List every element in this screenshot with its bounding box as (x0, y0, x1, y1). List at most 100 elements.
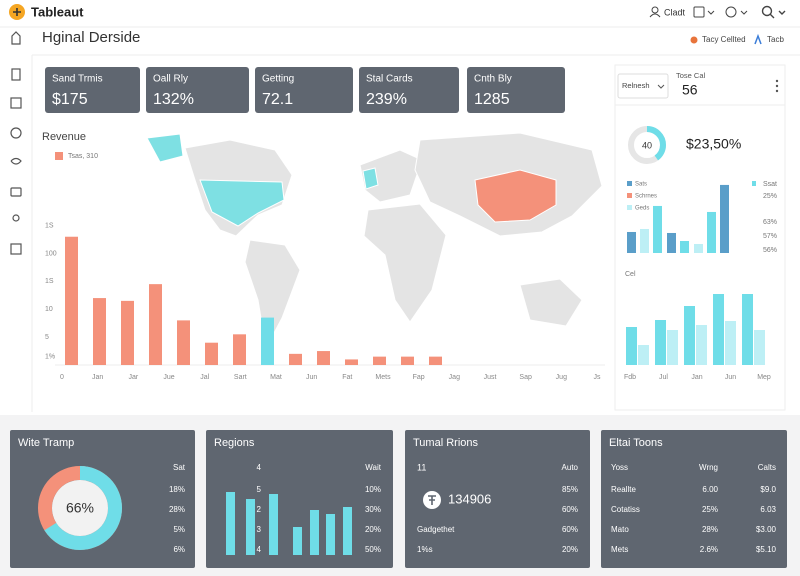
stat-label: Tose Cal (676, 71, 706, 80)
row-label: 1%s (417, 545, 433, 554)
nav-user[interactable] (12, 214, 20, 222)
nav-grid[interactable] (10, 97, 22, 109)
header-link[interactable]: Tacy Cellted (702, 35, 746, 44)
user-icon (651, 6, 659, 14)
page-title: Hginal Derside (42, 29, 140, 46)
help-icon[interactable] (725, 6, 737, 18)
bar (246, 499, 255, 555)
nav-docs[interactable] (10, 243, 22, 255)
bar (343, 507, 352, 555)
nav-storage[interactable] (10, 187, 22, 197)
table-cell: Reallte (611, 485, 636, 494)
legend-label: Sats (635, 182, 647, 188)
link-icon (754, 33, 762, 45)
bar (226, 492, 235, 555)
nav-pages[interactable] (11, 68, 21, 81)
kpi-card (45, 67, 140, 113)
stat-value: 56 (682, 82, 698, 98)
bar (429, 356, 442, 365)
bar (149, 284, 162, 365)
bar (653, 205, 662, 253)
amount: 134906 (448, 491, 491, 506)
kpi-card (255, 67, 353, 113)
bar (667, 330, 678, 365)
bar (65, 236, 78, 365)
table-cell: Mets (611, 545, 628, 554)
card (601, 430, 787, 568)
bar (638, 345, 649, 365)
search-handle (769, 10, 786, 19)
nav-tag[interactable] (10, 157, 22, 165)
value-label: 30% (365, 505, 381, 514)
donut-legend: 28% (169, 505, 185, 514)
value-label: Wait (365, 463, 381, 472)
bar (696, 325, 707, 365)
x-tick-label: Jal (200, 374, 209, 381)
x-tick-label: Jan (691, 374, 702, 381)
table-header: Calts (758, 463, 776, 472)
side-label: 56% (763, 247, 777, 254)
bar (261, 317, 274, 365)
x-tick-label: Jun (725, 374, 736, 381)
chart-title: Cel (625, 271, 636, 278)
bar (640, 228, 649, 253)
value-label: 60% (562, 505, 578, 514)
kpi-card (467, 67, 565, 113)
region-highlight (199, 179, 285, 227)
y-tick-label: 1% (45, 353, 55, 360)
chevron[interactable] (707, 10, 715, 15)
dropdown[interactable] (617, 73, 669, 99)
x-tick-label: Just (484, 374, 497, 381)
header-link[interactable]: Tacb (767, 35, 784, 44)
card-title: Tumal Rrions (413, 437, 478, 449)
table-cell: Mato (611, 525, 629, 534)
amount-icon-glyph (428, 495, 436, 505)
value-label: 60% (562, 525, 578, 534)
y-tick-label: 1S (45, 278, 54, 285)
bar (725, 321, 736, 365)
value-label: 85% (562, 485, 578, 494)
bar (205, 342, 218, 365)
more-menu[interactable] (775, 79, 779, 93)
x-tick-label: Jar (128, 374, 138, 381)
bar (269, 494, 278, 555)
donut-label: 66% (66, 500, 94, 516)
table-cell: 6.00 (702, 485, 718, 494)
bar (326, 514, 335, 555)
dot (775, 89, 779, 93)
x-tick-label: Jun (306, 374, 317, 381)
x-tick-label: Mep (757, 374, 771, 381)
user-menu[interactable]: Cladt (649, 6, 686, 17)
x-tick-label: Mat (270, 374, 282, 381)
axis-label: 2 (257, 505, 262, 514)
axis-label: 4 (257, 545, 262, 554)
bar (680, 240, 689, 253)
bar (720, 184, 729, 253)
region-highlight (362, 167, 379, 190)
nav-home[interactable] (11, 31, 21, 45)
nav-clock[interactable] (10, 127, 22, 139)
table-cell: Cotatiss (611, 505, 640, 514)
card-title: Eltai Toons (609, 437, 663, 449)
x-tick-label: Sap (519, 374, 532, 381)
logo: Tableaut (31, 4, 84, 19)
continent (359, 149, 423, 203)
calendar-icon[interactable] (693, 6, 705, 18)
bar (93, 298, 106, 365)
legend-swatch (627, 193, 632, 198)
value-label: 50% (365, 545, 381, 554)
bar (754, 330, 765, 365)
side-label: 57% (763, 233, 777, 240)
dot (775, 84, 779, 88)
axis-label: 3 (257, 525, 262, 534)
axis-label: 5 (257, 485, 262, 494)
legend-swatch (627, 205, 632, 210)
bar (626, 327, 637, 365)
table-cell: 25% (702, 505, 718, 514)
kpi-label: Getting (262, 74, 294, 85)
value-label: 10% (365, 485, 381, 494)
chevron[interactable] (740, 10, 748, 15)
user-name: Cladt (664, 7, 686, 17)
table-cell: $5.10 (756, 545, 777, 554)
search-icon[interactable] (761, 5, 773, 17)
